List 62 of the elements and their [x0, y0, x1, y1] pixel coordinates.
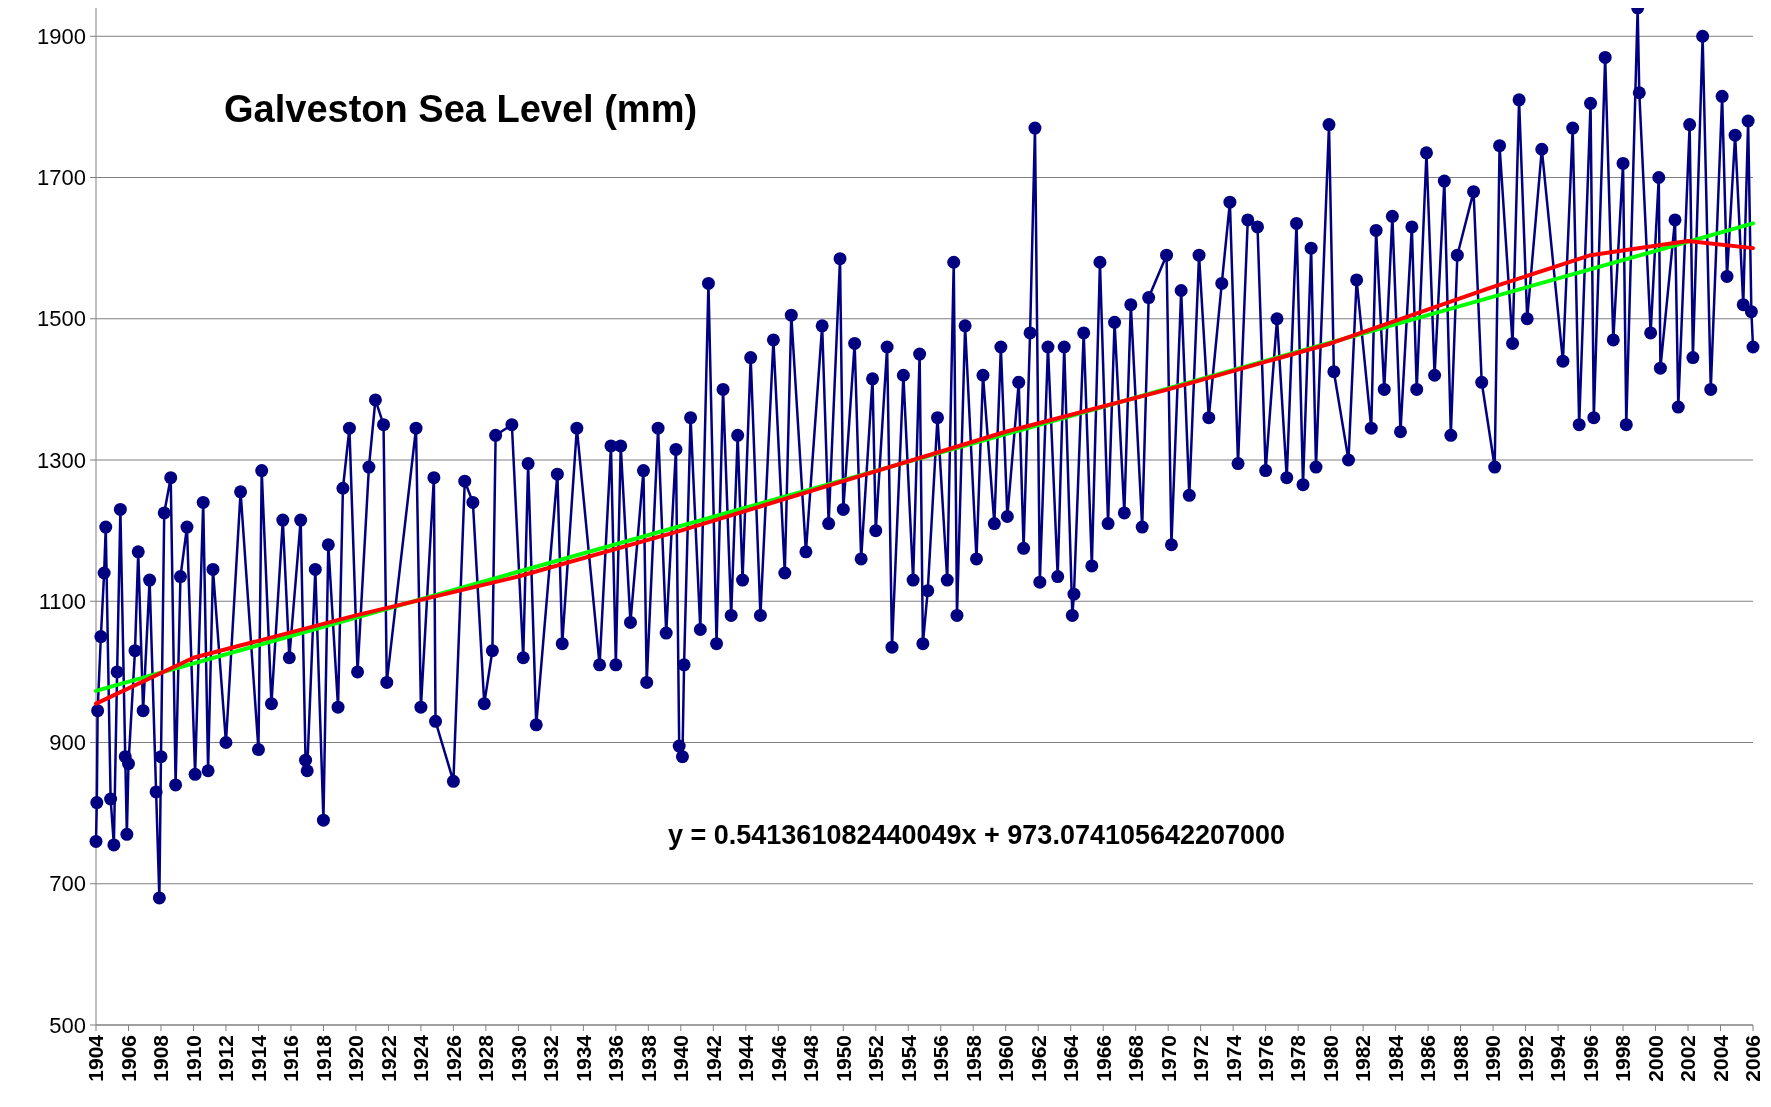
x-tick-label: 1976 [1254, 1035, 1277, 1082]
x-tick-label: 1932 [539, 1035, 563, 1082]
x-tick-label: 1962 [1026, 1035, 1050, 1082]
x-tick-label: 1966 [1091, 1035, 1115, 1082]
y-tick-label: 1300 [37, 447, 86, 473]
x-tick-label: 1914 [246, 1034, 270, 1082]
x-tick-label: 1954 [896, 1034, 920, 1082]
x-tick-label: 1998 [1611, 1034, 1635, 1082]
x-tick-label: 1920 [344, 1035, 368, 1082]
x-tick-label: 1950 [831, 1035, 855, 1082]
y-tick-label: 500 [49, 1012, 86, 1038]
x-tick-label: 1924 [409, 1034, 433, 1082]
x-tick-label: 1922 [376, 1035, 400, 1082]
x-tick-label: 1936 [604, 1035, 628, 1082]
x-tick-label: 1940 [669, 1035, 693, 1082]
y-tick-label: 1100 [38, 588, 86, 614]
x-tick-label: 1908 [149, 1034, 173, 1082]
x-tick-label: 2006 [1741, 1035, 1765, 1082]
x-tick-label: 1934 [571, 1034, 595, 1082]
y-tick-label: 1900 [37, 23, 86, 49]
x-tick-label: 1996 [1578, 1035, 1602, 1082]
x-tick-label: 1968 [1124, 1034, 1148, 1082]
x-tick-label: 1952 [864, 1035, 888, 1082]
y-tick-label: 1500 [37, 306, 86, 332]
x-tick-label: 1974 [1221, 1034, 1245, 1082]
x-tick-label: 2000 [1643, 1035, 1667, 1082]
x-tick-label: 1938 [636, 1034, 660, 1082]
x-tick-label: 1988 [1448, 1034, 1472, 1082]
x-tick-label: 1980 [1318, 1035, 1342, 1082]
x-tick-label: 1912 [214, 1035, 238, 1082]
x-tick-label: 1972 [1189, 1035, 1213, 1082]
x-tick-label: 1992 [1513, 1035, 1537, 1082]
x-tick-label: 1948 [799, 1034, 823, 1082]
y-tick-label: 900 [49, 730, 86, 756]
x-tick-label: 1960 [994, 1035, 1018, 1082]
x-tick-label: 1990 [1481, 1035, 1505, 1082]
x-tick-label: 2004 [1708, 1034, 1732, 1082]
x-tick-label: 1984 [1383, 1034, 1407, 1082]
x-tick-label: 1964 [1059, 1034, 1083, 1082]
x-tick-label: 1926 [441, 1035, 465, 1082]
x-tick-label: 1994 [1546, 1034, 1570, 1082]
x-tick-label: 1944 [734, 1034, 758, 1082]
x-tick-label: 1982 [1351, 1035, 1375, 1082]
x-tick-label: 2002 [1676, 1035, 1700, 1082]
x-tick-label: 1978 [1286, 1034, 1310, 1082]
y-tick-label: 700 [49, 871, 86, 897]
x-tick-label: 1906 [116, 1035, 140, 1082]
y-tick-label: 1700 [37, 165, 86, 191]
x-tick-label: 1910 [181, 1035, 205, 1082]
x-tick-label: 1970 [1156, 1035, 1180, 1082]
x-tick-label: 1986 [1416, 1035, 1440, 1082]
x-tick-label: 1916 [279, 1035, 303, 1082]
x-tick-label: 1942 [701, 1035, 725, 1082]
x-tick-label: 1918 [311, 1034, 335, 1082]
annotation: y = 0.541361082440049x + 973.074105642207000 [668, 820, 1286, 850]
x-tick-label: 1904 [84, 1034, 108, 1082]
x-tick-label: 1928 [474, 1034, 498, 1082]
text: Galveston Sea Level (mm) [224, 88, 698, 130]
x-tick-label: 1956 [929, 1035, 953, 1082]
x-tick-label: 1930 [506, 1035, 530, 1082]
x-tick-label: 1946 [766, 1035, 790, 1082]
x-tick-label: 1958 [961, 1034, 985, 1082]
